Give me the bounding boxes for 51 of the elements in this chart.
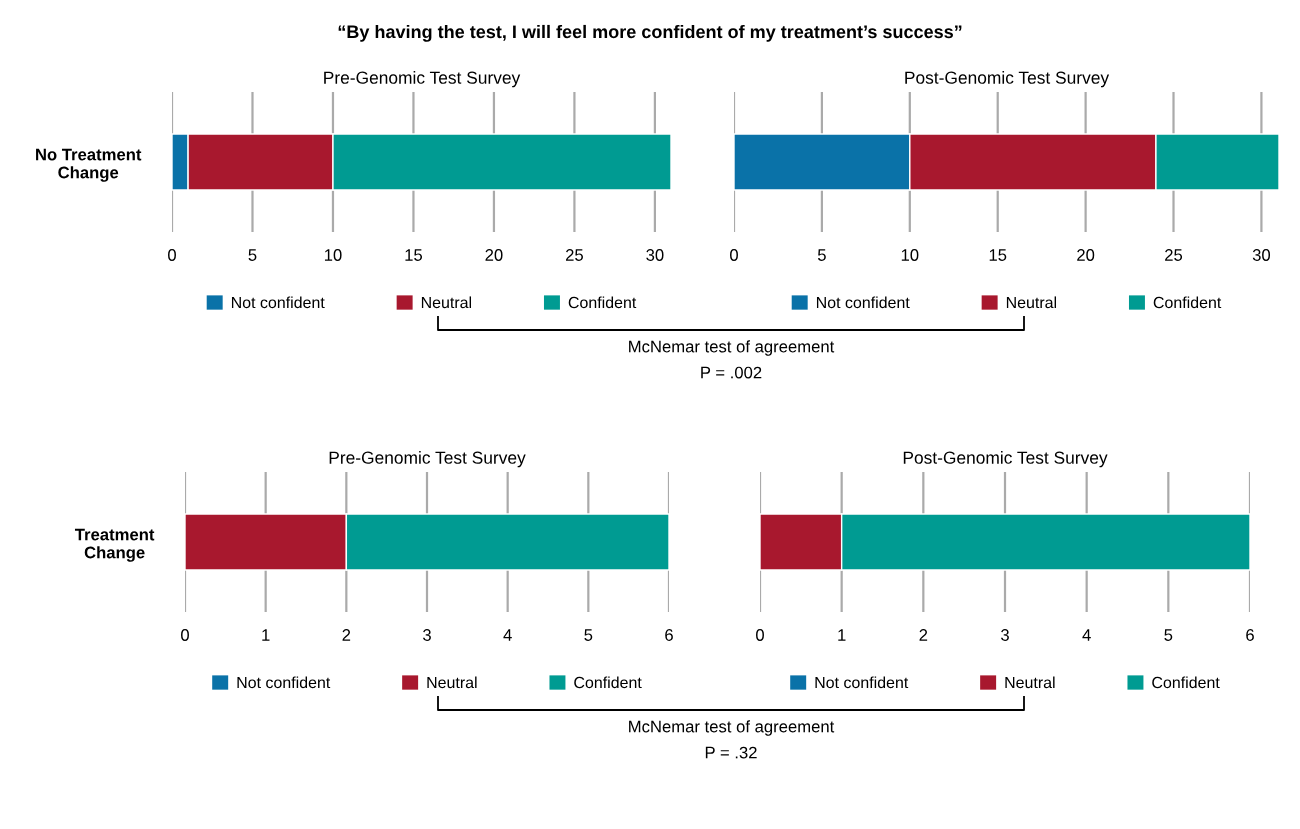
x-tick-label: 4	[1082, 629, 1091, 641]
x-tick-label: 30	[1252, 249, 1271, 261]
x-tick-label: 15	[989, 249, 1007, 261]
x-tick-label: 20	[485, 249, 503, 261]
chart-subtitle: Post-Genomic Test Survey	[905, 71, 1110, 88]
x-tick-label: 2	[342, 629, 351, 641]
x-tick-label: 25	[1165, 249, 1183, 261]
x-tick-label: 15	[405, 249, 423, 261]
y-tick-label: Treatment Change	[74, 528, 155, 562]
x-tick-label: 5	[817, 249, 826, 261]
chart-title: “By having the test, I will feel more confident of my treatment’s success”	[338, 24, 962, 42]
x-tick-label: 3	[423, 629, 431, 641]
legend-label: Confident	[1152, 676, 1220, 689]
x-tick-label: 25	[565, 249, 583, 261]
chart-subtitle: Post-Genomic Test Survey	[903, 451, 1108, 468]
text: P = .32	[705, 746, 757, 759]
x-tick-label: 5	[584, 629, 593, 641]
legend-label: Neutral	[1006, 296, 1057, 309]
x-tick-label: 0	[181, 629, 189, 641]
x-tick-label: 3	[1001, 629, 1009, 641]
legend-label: Neutral	[1005, 676, 1055, 689]
chart-subtitle: Pre-Genomic Test Survey	[329, 451, 526, 468]
x-tick-label: 0	[168, 249, 176, 261]
chart-subtitle: Pre-Genomic Test Survey	[324, 71, 521, 88]
x-tick-label: 0	[756, 629, 764, 641]
x-tick-label: 0	[730, 249, 738, 261]
text: P = .002	[701, 366, 762, 379]
x-tick-label: 10	[324, 249, 342, 261]
x-tick-label: 20	[1077, 249, 1095, 261]
x-tick-label: 5	[1164, 629, 1173, 641]
legend-label: Neutral	[421, 296, 472, 309]
y-tick-label: No Treatment Change	[36, 148, 142, 182]
legend-label: Not confident	[231, 296, 325, 309]
text: McNemar test of agreement	[629, 720, 835, 736]
x-tick-label: 6	[1246, 629, 1254, 641]
legend-label: Neutral	[427, 676, 477, 689]
legend-label: Confident	[574, 676, 642, 689]
x-tick-label: 2	[919, 629, 928, 641]
x-tick-label: 30	[646, 249, 664, 261]
legend-label: Not confident	[816, 296, 910, 309]
legend-label: Not confident	[237, 676, 331, 689]
x-tick-label: 1	[262, 629, 270, 641]
x-tick-label: 10	[901, 249, 919, 261]
x-tick-label: 4	[503, 629, 512, 641]
legend-label: Confident	[568, 296, 637, 309]
x-tick-label: 6	[665, 629, 673, 641]
legend-label: Confident	[1153, 296, 1222, 309]
legend-label: Not confident	[815, 676, 909, 689]
x-tick-label: 5	[248, 249, 257, 261]
text: McNemar test of agreement	[629, 340, 835, 356]
x-tick-label: 1	[838, 629, 846, 641]
